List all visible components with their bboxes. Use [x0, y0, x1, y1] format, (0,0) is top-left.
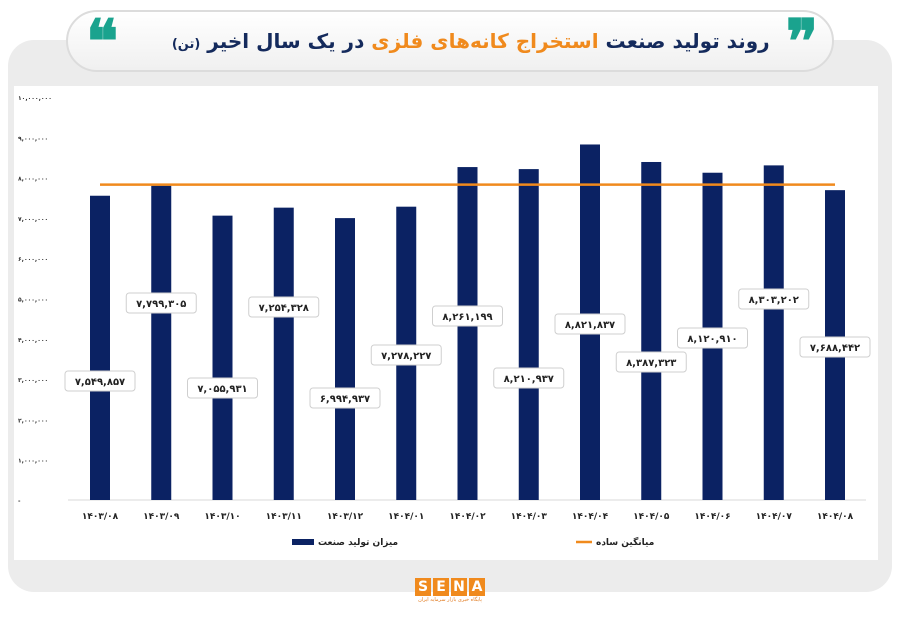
data-label-box	[554, 313, 626, 335]
x-tick-label: ۱۴۰۴/۰۲	[449, 512, 486, 522]
bar	[151, 185, 172, 500]
data-label: ۸,۳۸۷,۳۲۳	[626, 358, 676, 369]
x-tick-label: ۱۴۰۴/۰۷	[756, 512, 793, 522]
x-tick-label: ۱۴۰۴/۰۶	[694, 512, 730, 522]
data-label-box	[370, 344, 442, 366]
title-part1: روند تولید صنعت	[605, 29, 770, 53]
title-part2: در یک سال اخیر	[207, 29, 365, 53]
data-label: ۸,۸۲۱,۸۳۷	[565, 320, 615, 331]
x-tick-label: ۱۴۰۳/۰۸	[82, 512, 119, 522]
x-tick-label: ۱۴۰۴/۰۴	[572, 512, 609, 522]
data-label-box	[248, 296, 320, 318]
legend-swatch-bar	[292, 539, 314, 545]
title-highlight: استخراج کانه‌های فلزی	[371, 29, 599, 53]
title-banner: ❝ روند تولید صنعت استخراج کانه‌های فلزی …	[66, 10, 834, 72]
data-label-box	[125, 292, 197, 314]
logo-letter: E	[433, 578, 449, 596]
y-tick-label: ۱,۰۰۰,۰۰۰	[18, 458, 48, 465]
data-label-box	[799, 336, 871, 358]
data-label: ۷,۲۷۸,۲۲۷	[381, 351, 431, 362]
data-label-box	[432, 305, 503, 327]
legend-label-bar: میزان تولید صنعت	[318, 538, 398, 548]
x-tick-label: ۱۴۰۳/۰۹	[143, 512, 180, 522]
data-label-box	[187, 377, 258, 399]
bar	[518, 169, 539, 500]
bar	[457, 167, 478, 500]
logo-letter: S	[415, 578, 431, 596]
logo-letter: A	[469, 578, 485, 596]
bar	[273, 207, 294, 500]
logo-tagline: پایگاه خبری بازار سرمایه ایران	[418, 597, 482, 603]
data-label: ۸,۲۶۱,۱۹۹	[442, 312, 492, 323]
x-tick-label: ۱۴۰۴/۰۳	[511, 512, 548, 522]
y-tick-label: ۶,۰۰۰,۰۰۰	[18, 256, 48, 263]
data-label: ۸,۳۰۳,۲۰۲	[749, 295, 799, 306]
bar	[763, 165, 784, 500]
y-tick-label: ۲,۰۰۰,۰۰۰	[18, 417, 48, 424]
y-tick-label: ۹,۰۰۰,۰۰۰	[18, 135, 48, 142]
y-tick-label: -	[18, 498, 21, 505]
x-tick-label: ۱۴۰۳/۱۲	[327, 512, 364, 522]
logo-letter: N	[451, 578, 467, 596]
legend-label-line: میانگین ساده	[596, 536, 654, 548]
data-label-box	[493, 367, 565, 389]
y-tick-label: ۳,۰۰۰,۰۰۰	[18, 377, 48, 384]
data-label: ۷,۶۸۸,۴۴۲	[810, 343, 860, 354]
y-tick-label: ۱۰,۰۰۰,۰۰۰	[18, 95, 52, 102]
data-label-box	[677, 327, 748, 349]
y-tick-label: ۴,۰۰۰,۰۰۰	[18, 337, 48, 344]
data-label-box	[738, 288, 810, 310]
x-tick-label: ۱۴۰۴/۰۱	[388, 512, 424, 522]
bar-chart: - ۱,۰۰۰,۰۰۰ ۲,۰۰۰,۰۰۰ ۳,۰۰۰,۰۰۰ ۴,۰۰۰,۰۰۰ ۵,۰…	[18, 95, 871, 548]
data-label-box	[615, 351, 687, 373]
data-label-box	[309, 387, 381, 409]
data-label: ۷,۵۴۹,۸۵۷	[75, 377, 125, 388]
data-label: ۷,۷۹۹,۳۰۵	[136, 299, 186, 310]
data-label: ۸,۲۱۰,۹۳۷	[504, 374, 554, 385]
x-tick-label: ۱۴۰۴/۰۵	[633, 512, 670, 522]
bar	[90, 195, 110, 500]
data-label: ۸,۱۲۰,۹۱۰	[687, 334, 737, 345]
quote-open-icon: ❝	[86, 7, 119, 77]
y-tick-label: ۵,۰۰۰,۰۰۰	[18, 297, 48, 304]
data-label-box	[64, 370, 136, 392]
quote-close-icon: ❞	[785, 7, 818, 77]
bar	[335, 218, 355, 500]
x-tick-label: ۱۴۰۳/۱۰	[204, 512, 240, 522]
y-tick-label: ۸,۰۰۰,۰۰۰	[18, 176, 48, 183]
chart-panel: - ۱,۰۰۰,۰۰۰ ۲,۰۰۰,۰۰۰ ۳,۰۰۰,۰۰۰ ۴,۰۰۰,۰۰۰ ۵,۰…	[14, 86, 878, 560]
bar	[641, 161, 662, 500]
title-unit: (تن)	[171, 37, 201, 52]
x-tick-label: ۱۴۰۴/۰۸	[817, 512, 854, 522]
sena-logo: S E N A پایگاه خبری بازار سرمایه ایران	[414, 578, 486, 608]
x-tick-label: ۱۴۰۳/۱۱	[266, 512, 302, 522]
bar	[212, 215, 233, 500]
data-label: ۷,۲۵۴,۳۲۸	[259, 303, 309, 314]
page-title: روند تولید صنعت استخراج کانه‌های فلزی در…	[134, 29, 770, 53]
data-label: ۶,۹۹۴,۹۳۷	[320, 394, 370, 405]
data-label: ۷,۰۵۵,۹۳۱	[197, 384, 247, 395]
y-tick-label: ۷,۰۰۰,۰۰۰	[18, 216, 48, 223]
